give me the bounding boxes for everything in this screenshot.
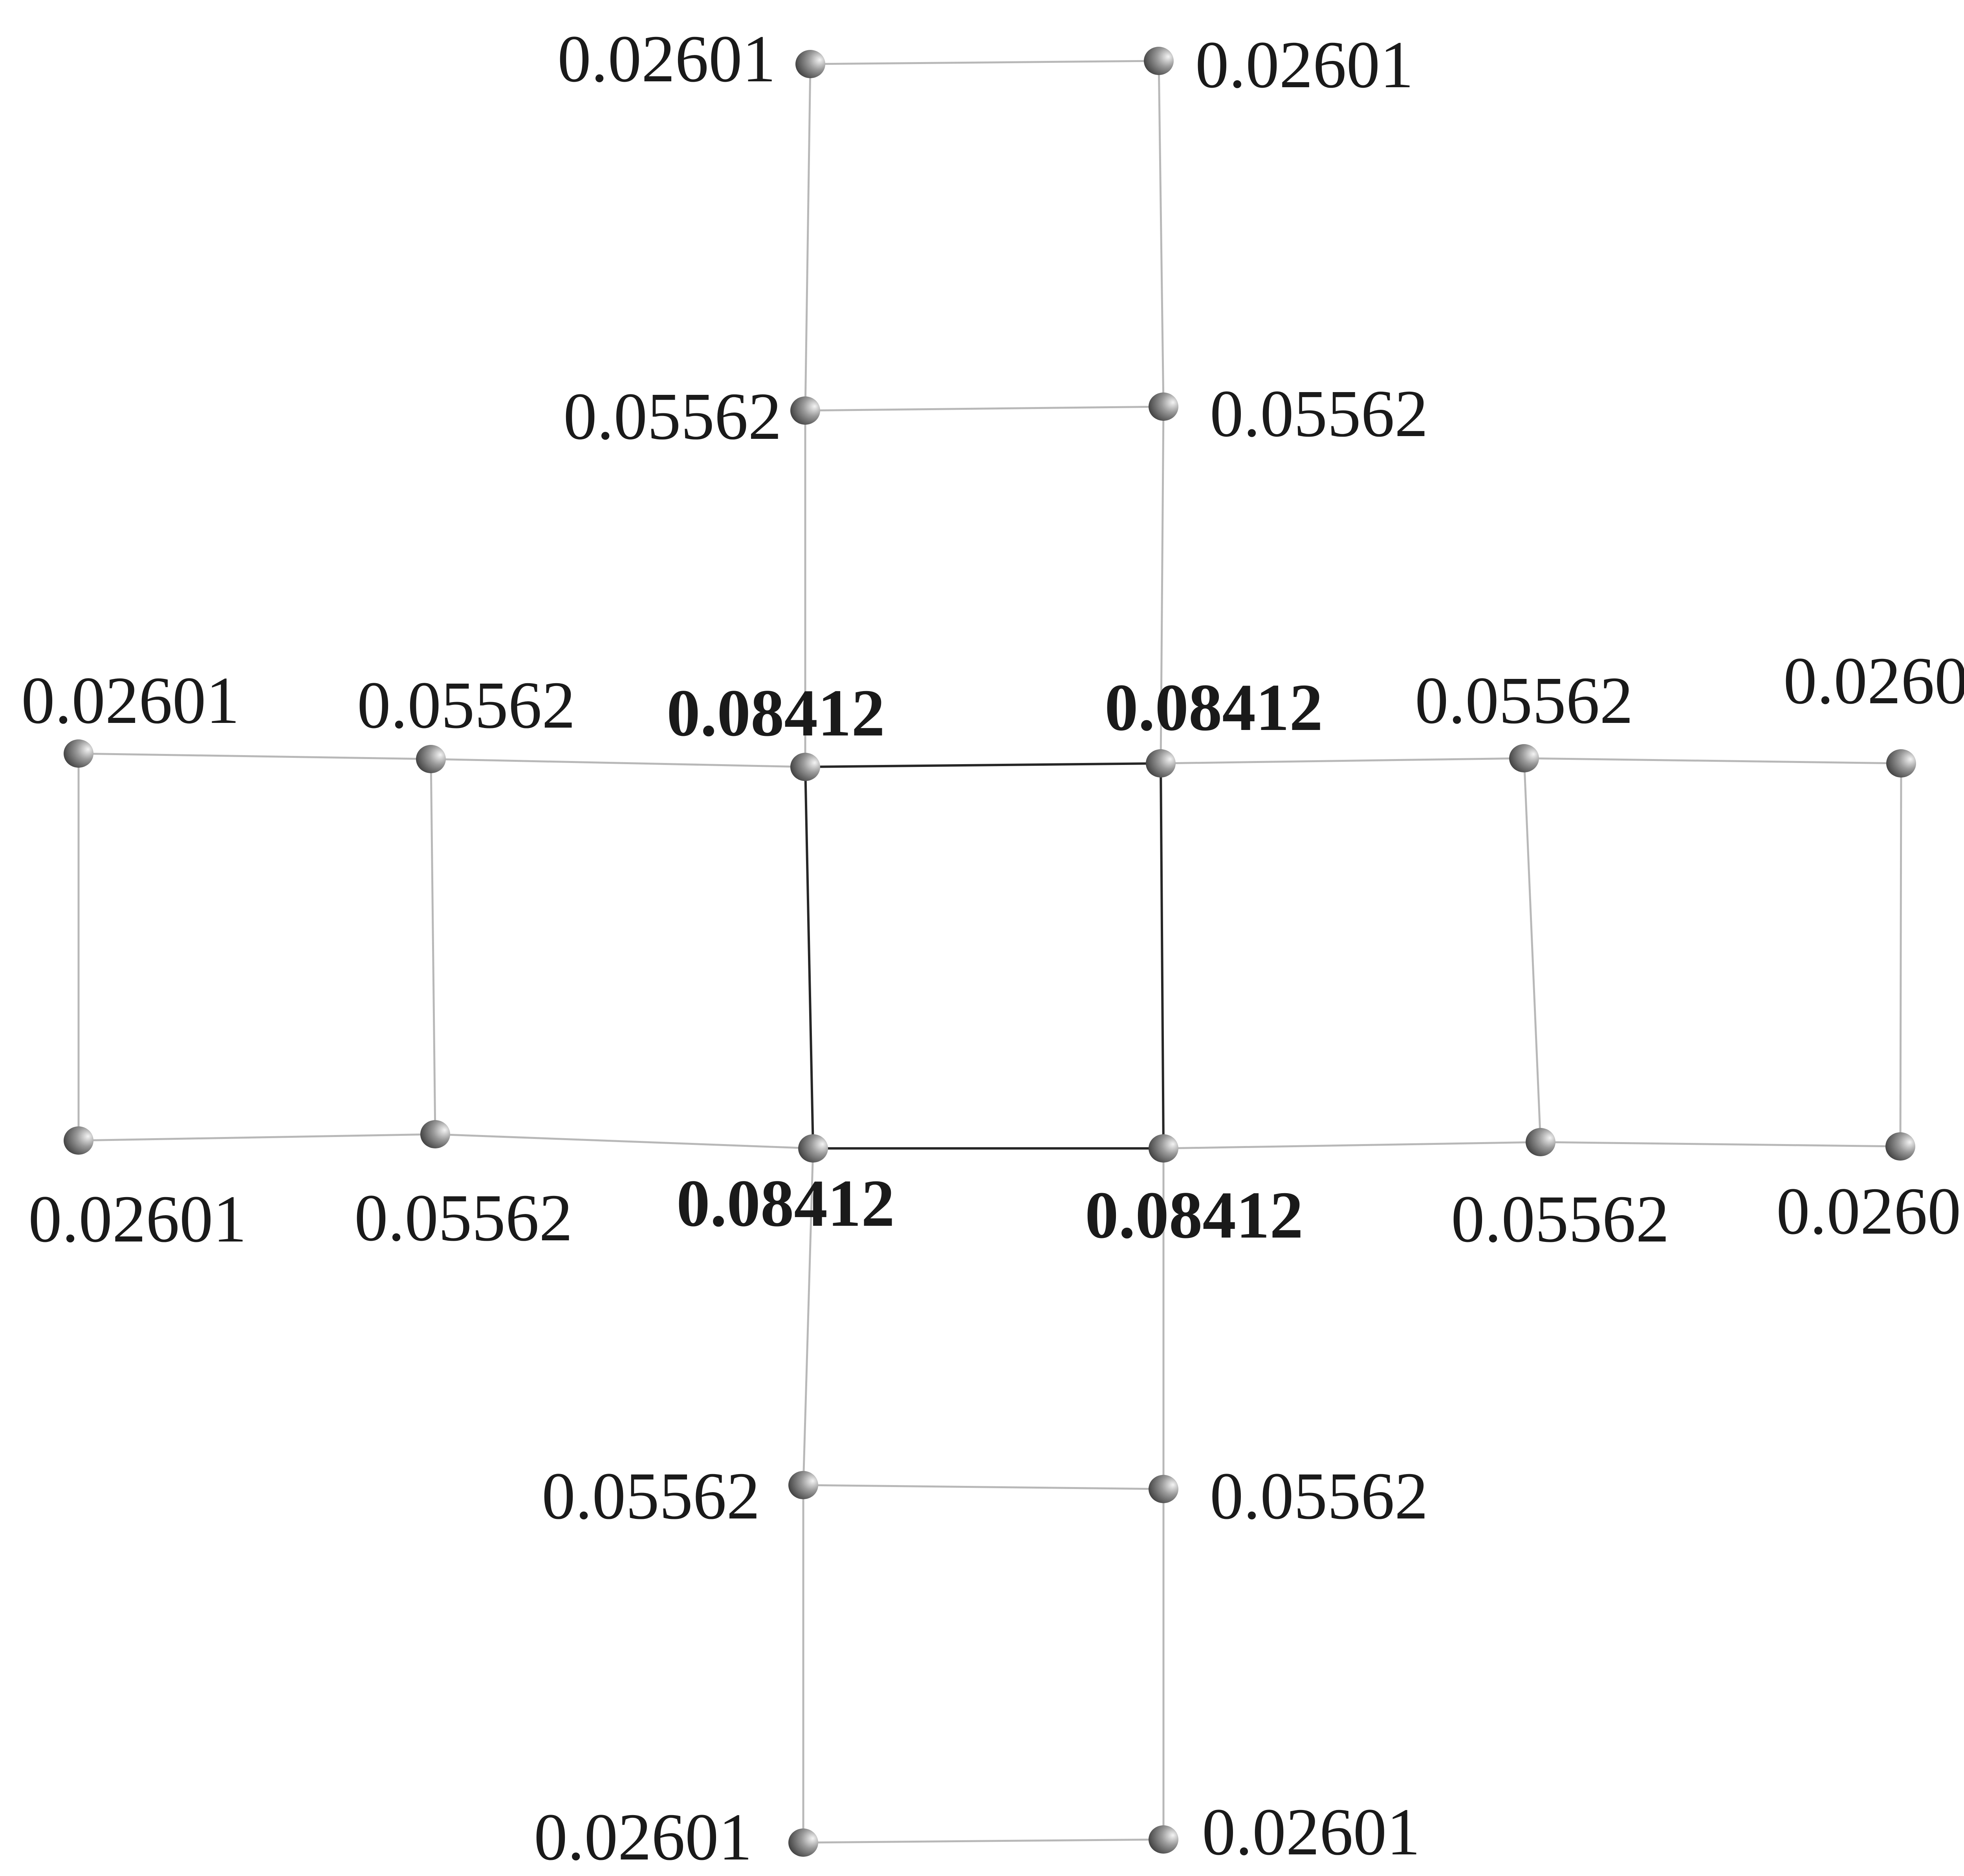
edge-t1-t3 bbox=[804, 64, 812, 411]
edge-t3-t4 bbox=[805, 405, 1164, 412]
edge-b3-b4 bbox=[803, 1838, 1164, 1844]
edges-layer bbox=[77, 60, 1902, 1844]
node-r2-label: 0.02601 bbox=[1783, 644, 1964, 718]
edge-l4-c3 bbox=[435, 1133, 813, 1150]
labels-layer: 0.02601 0.02601 0.05562 0.05562 0.02601 0.055… bbox=[21, 22, 1964, 1874]
node-b2-label: 0.05562 bbox=[1210, 1459, 1428, 1533]
node-l1-label: 0.02601 bbox=[21, 663, 240, 737]
node-l2-label: 0.05562 bbox=[357, 668, 575, 742]
node-b1-label: 0.05562 bbox=[542, 1459, 760, 1533]
node-c3-sphere bbox=[798, 1134, 828, 1163]
node-r1-label: 0.05562 bbox=[1415, 663, 1633, 737]
edge-c2-c4 bbox=[1160, 763, 1165, 1149]
node-l3-label: 0.02601 bbox=[28, 1182, 247, 1256]
node-t4-sphere bbox=[1149, 392, 1178, 421]
node-t3-sphere bbox=[790, 396, 820, 425]
edge-b1-b2 bbox=[803, 1484, 1164, 1490]
node-l4-sphere bbox=[420, 1120, 450, 1148]
edge-r1-r3 bbox=[1523, 758, 1542, 1142]
node-l3-sphere bbox=[64, 1126, 93, 1155]
edge-c3-b1 bbox=[802, 1148, 814, 1485]
edge-l3-l4 bbox=[78, 1133, 436, 1142]
edge-t4-c2 bbox=[1160, 406, 1165, 764]
edge-c4-r3 bbox=[1163, 1141, 1541, 1150]
edge-r1-r2 bbox=[1524, 757, 1902, 765]
node-r1-sphere bbox=[1509, 744, 1539, 772]
edge-l2-l4 bbox=[430, 759, 436, 1135]
node-t3-label: 0.05562 bbox=[563, 379, 782, 453]
node-b1-sphere bbox=[788, 1471, 818, 1499]
node-c1-label: 0.08412 bbox=[667, 676, 885, 750]
node-r2-sphere bbox=[1886, 749, 1916, 778]
edge-l1-l2 bbox=[78, 752, 431, 760]
node-l2-sphere bbox=[416, 745, 446, 773]
edge-c2-r1 bbox=[1160, 757, 1524, 765]
node-l1-sphere bbox=[64, 739, 93, 768]
node-t2-label: 0.02601 bbox=[1195, 28, 1414, 102]
node-r4-sphere bbox=[1885, 1132, 1915, 1161]
node-c3-label: 0.08412 bbox=[676, 1166, 895, 1240]
edge-c1-c3 bbox=[804, 767, 814, 1149]
edge-r3-r4 bbox=[1540, 1141, 1901, 1148]
node-b4-sphere bbox=[1149, 1825, 1178, 1854]
edge-c1-c2 bbox=[805, 762, 1161, 768]
node-r4-label: 0.02601 bbox=[1776, 1174, 1964, 1248]
node-c2-label: 0.08412 bbox=[1105, 670, 1323, 745]
node-b2-sphere bbox=[1149, 1475, 1178, 1503]
edge-t1-t2 bbox=[810, 60, 1159, 65]
node-c4-label: 0.08412 bbox=[1085, 1178, 1303, 1252]
edge-r2-r4 bbox=[1899, 763, 1902, 1147]
node-c2-sphere bbox=[1146, 749, 1176, 778]
edge-t2-t4 bbox=[1158, 61, 1165, 407]
node-r3-sphere bbox=[1526, 1128, 1555, 1156]
node-c1-sphere bbox=[790, 753, 820, 781]
node-t2-sphere bbox=[1144, 47, 1174, 75]
node-l4-label: 0.05562 bbox=[354, 1181, 573, 1255]
nodes-layer bbox=[64, 47, 1916, 1857]
node-r3-label: 0.05562 bbox=[1451, 1182, 1669, 1256]
node-c4-sphere bbox=[1149, 1134, 1178, 1163]
node-b4-label: 0.02601 bbox=[1202, 1795, 1420, 1869]
edge-l2-c1 bbox=[431, 758, 806, 768]
node-t1-sphere bbox=[795, 50, 825, 78]
node-b3-sphere bbox=[788, 1828, 818, 1857]
node-t4-label: 0.05562 bbox=[1210, 376, 1428, 451]
node-b3-label: 0.02601 bbox=[534, 1800, 752, 1874]
node-t1-label: 0.02601 bbox=[557, 22, 776, 96]
